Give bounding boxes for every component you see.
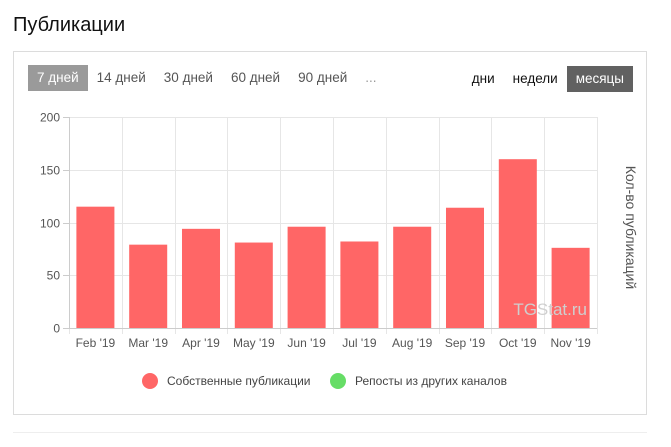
bar-5 (287, 226, 326, 328)
group-months[interactable]: месяцы (566, 66, 633, 92)
group-days[interactable]: дни (471, 71, 495, 86)
x-tick-label: Feb '19 (76, 336, 116, 350)
period-60-days[interactable]: 60 дней (230, 70, 281, 85)
y-tick-label: 200 (40, 111, 60, 125)
x-tick-label: Nov '19 (550, 336, 591, 350)
group-weeks[interactable]: недели (512, 71, 558, 86)
legend-marker-2[interactable] (330, 373, 346, 389)
x-tick-label: May '19 (233, 336, 275, 350)
page-title: Публикации (13, 14, 126, 36)
y-tick-label: 0 (53, 322, 60, 336)
bar-10 (551, 247, 590, 328)
grouping-selector: дни недели месяцы (463, 66, 633, 92)
bar-2 (129, 244, 168, 328)
y-tick-label: 50 (47, 269, 61, 283)
bar-1 (76, 206, 115, 328)
y-tick-label: 150 (40, 164, 60, 178)
watermark: TGStat.ru (513, 300, 587, 319)
divider (13, 432, 647, 433)
bar-7 (393, 226, 432, 328)
period-14-days[interactable]: 14 дней (96, 70, 146, 85)
x-tick-label: Mar '19 (128, 336, 168, 350)
legend-label-1[interactable]: Собственные публикации (167, 374, 311, 388)
period-30-days[interactable]: 30 дней (163, 70, 213, 85)
period-more[interactable]: ... (365, 70, 377, 85)
period-selector: 7 дней 14 дней 30 дней 60 дней 90 дней .… (28, 65, 386, 91)
bar-6 (340, 241, 379, 328)
legend-label-2[interactable]: Репосты из других каналов (355, 374, 507, 388)
x-tick-label: Apr '19 (182, 336, 220, 350)
period-7-days[interactable]: 7 дней (28, 65, 88, 91)
legend-marker-1[interactable] (142, 373, 158, 389)
bar-8 (445, 207, 485, 328)
bar-4 (234, 242, 273, 328)
publications-card: 7 дней 14 дней 30 дней 60 дней 90 дней .… (13, 51, 647, 415)
y-axis-label: Кол-во публикаций (623, 166, 639, 289)
x-tick-label: Jun '19 (287, 336, 326, 350)
x-tick-label: Sep '19 (445, 336, 486, 350)
x-tick-label: Aug '19 (392, 336, 433, 350)
bar-3 (181, 228, 221, 328)
x-tick-label: Jul '19 (342, 336, 377, 350)
y-tick-label: 100 (40, 217, 60, 231)
period-90-days[interactable]: 90 дней (298, 70, 348, 85)
x-tick-label: Oct '19 (499, 336, 537, 350)
bar-9 (498, 159, 537, 328)
